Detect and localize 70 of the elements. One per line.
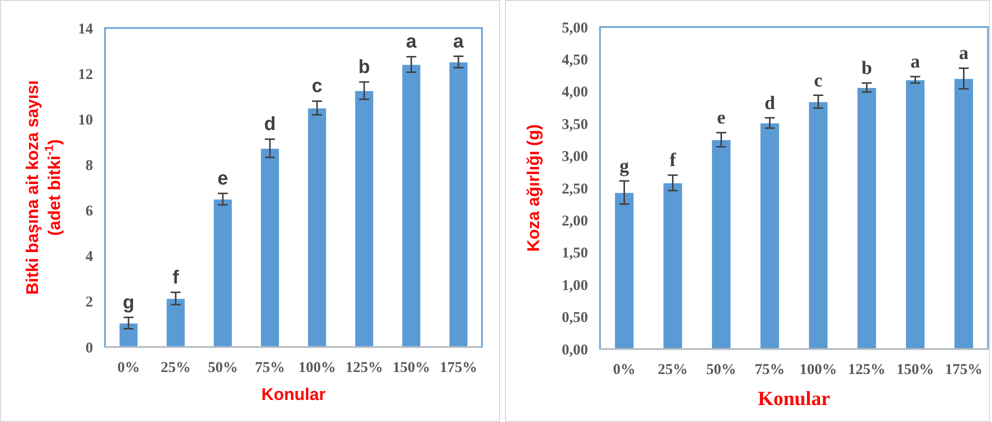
x-tick-label: 0% (613, 362, 636, 378)
bar (354, 90, 374, 348)
x-tick-label: 175% (440, 360, 478, 376)
data-label: g (122, 292, 134, 314)
y-tick-label: 14 (78, 21, 94, 38)
bar (808, 101, 828, 350)
data-label: g (620, 156, 630, 177)
bar (905, 79, 926, 350)
x-tick-label: 75% (254, 360, 285, 376)
x-tick-label: 50% (706, 362, 736, 378)
bar (954, 78, 974, 350)
y-tick-label: 1,50 (562, 246, 588, 262)
data-label: d (264, 114, 276, 136)
data-label: b (358, 57, 370, 78)
x-axis-title: Konular (261, 385, 326, 404)
y-tick-label: 12 (78, 66, 93, 83)
bar (212, 198, 233, 348)
data-label: a (959, 43, 969, 64)
bar (118, 322, 138, 348)
y-tick-label: 5,00 (562, 20, 588, 36)
data-label: f (670, 150, 677, 172)
y-tick-label: 6 (86, 204, 94, 220)
y-tick-label: 3,50 (562, 116, 588, 133)
data-label: d (764, 92, 776, 114)
bar (614, 192, 634, 350)
x-tick-label: 100% (298, 360, 336, 376)
bar (711, 139, 732, 350)
data-label: f (172, 267, 180, 288)
y-tick-label: 2 (86, 294, 93, 311)
bar (760, 122, 780, 350)
bar (307, 108, 327, 348)
x-tick-label: 0% (117, 360, 140, 376)
y-tick-label: 1,00 (562, 278, 588, 294)
data-label: a (406, 32, 418, 53)
y-tick-label: 0 (86, 340, 93, 356)
y-axis-title: Koza ağırlığı (g) (524, 124, 543, 252)
y-tick-label: 2,00 (562, 213, 588, 230)
y-tick-label: 2,50 (562, 181, 588, 198)
x-tick-label: 25% (658, 362, 688, 378)
x-tick-label: 75% (754, 362, 785, 378)
y-tick-label: 8 (86, 158, 93, 174)
x-tick-label: 125% (345, 360, 383, 376)
y-tick-label: 3,00 (562, 149, 588, 166)
x-tick-label: 175% (945, 362, 982, 378)
x-tick-label: 125% (848, 362, 886, 378)
data-label: a (453, 31, 464, 52)
data-label: c (814, 70, 822, 92)
y-tick-label: 0,50 (562, 310, 588, 326)
data-label: e (218, 168, 228, 190)
x-tick-label: 25% (160, 360, 191, 376)
bar (260, 148, 280, 348)
bar (448, 62, 468, 348)
y-tick-label: 4 (86, 249, 94, 266)
y-tick-label: 4,50 (562, 52, 588, 68)
data-label: b (861, 58, 872, 80)
y-tick-label: 4,00 (562, 84, 588, 101)
bar (401, 64, 422, 348)
data-label: a (910, 52, 920, 73)
x-tick-label: 150% (896, 362, 934, 378)
x-tick-label: 50% (208, 360, 238, 376)
y-tick-label: 0,00 (562, 342, 588, 358)
data-label: e (717, 108, 726, 129)
data-label: c (312, 76, 323, 98)
y-tick-label: 10 (78, 112, 93, 128)
x-axis-title: Konular (758, 388, 830, 410)
bar (662, 182, 683, 350)
x-tick-label: 150% (392, 360, 430, 376)
bar (856, 87, 877, 350)
bar (166, 298, 186, 348)
x-tick-label: 100% (800, 362, 837, 378)
